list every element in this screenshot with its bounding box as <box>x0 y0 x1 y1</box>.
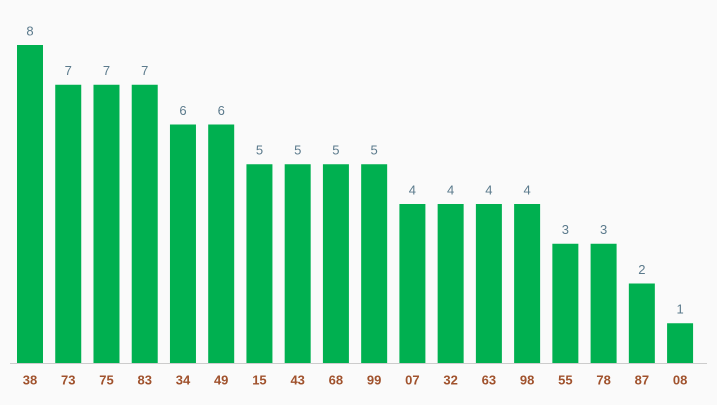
value-label: 3 <box>562 222 569 237</box>
bar <box>399 204 426 363</box>
bar <box>322 164 349 363</box>
bar <box>361 164 388 363</box>
value-label: 5 <box>371 143 378 158</box>
x-tick-label: 75 <box>99 372 113 387</box>
bar <box>208 124 235 363</box>
value-label: 1 <box>676 302 683 317</box>
x-tick-label: 15 <box>252 372 266 387</box>
bar <box>475 204 502 363</box>
value-label: 4 <box>409 182 416 197</box>
value-label: 5 <box>332 143 339 158</box>
bar <box>514 204 541 363</box>
value-label: 7 <box>141 63 148 78</box>
bar <box>131 84 158 363</box>
bar <box>169 124 196 363</box>
x-tick-label: 08 <box>673 372 687 387</box>
x-tick-label: 32 <box>443 372 457 387</box>
bar <box>437 204 464 363</box>
x-tick-label: 55 <box>558 372 572 387</box>
x-tick-label: 49 <box>214 372 228 387</box>
x-tick-label: 43 <box>290 372 304 387</box>
x-tick-label: 99 <box>367 372 381 387</box>
bar <box>93 84 120 363</box>
x-tick-label: 73 <box>61 372 75 387</box>
value-label: 4 <box>485 182 492 197</box>
bar <box>667 323 694 363</box>
bar <box>55 84 82 363</box>
x-tick-label: 38 <box>23 372 37 387</box>
value-label: 3 <box>600 222 607 237</box>
value-label: 5 <box>256 143 263 158</box>
x-tick-label: 83 <box>137 372 151 387</box>
x-tick-label: 87 <box>635 372 649 387</box>
value-label: 6 <box>218 103 225 118</box>
value-label: 7 <box>103 63 110 78</box>
bar <box>284 164 311 363</box>
bar <box>17 45 43 363</box>
x-tick-label: 34 <box>176 372 191 387</box>
value-label: 4 <box>447 182 454 197</box>
bar <box>246 164 273 363</box>
value-label: 2 <box>638 262 645 277</box>
x-tick-label: 68 <box>329 372 343 387</box>
bar <box>590 243 617 363</box>
value-label: 7 <box>65 63 72 78</box>
bar <box>628 283 655 363</box>
value-label: 4 <box>524 182 531 197</box>
x-tick-label: 63 <box>482 372 496 387</box>
x-tick-label: 78 <box>596 372 610 387</box>
x-tick-label: 98 <box>520 372 534 387</box>
value-label: 8 <box>26 23 33 38</box>
value-label: 5 <box>294 143 301 158</box>
value-label: 6 <box>179 103 186 118</box>
x-tick-label: 07 <box>405 372 419 387</box>
bar <box>552 243 579 363</box>
